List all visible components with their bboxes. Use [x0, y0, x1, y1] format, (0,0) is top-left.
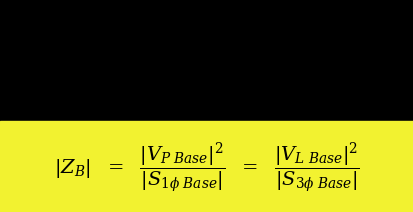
Text: $|Z_B|\ \ =\ \ \dfrac{|V_{P\ Base}|^2}{|S_{1\phi\ Base}|}\ \ =\ \ \dfrac{|V_{L\ : $|Z_B|\ \ =\ \ \dfrac{|V_{P\ Base}|^2}{|…: [54, 140, 359, 195]
Bar: [0, 121, 413, 212]
